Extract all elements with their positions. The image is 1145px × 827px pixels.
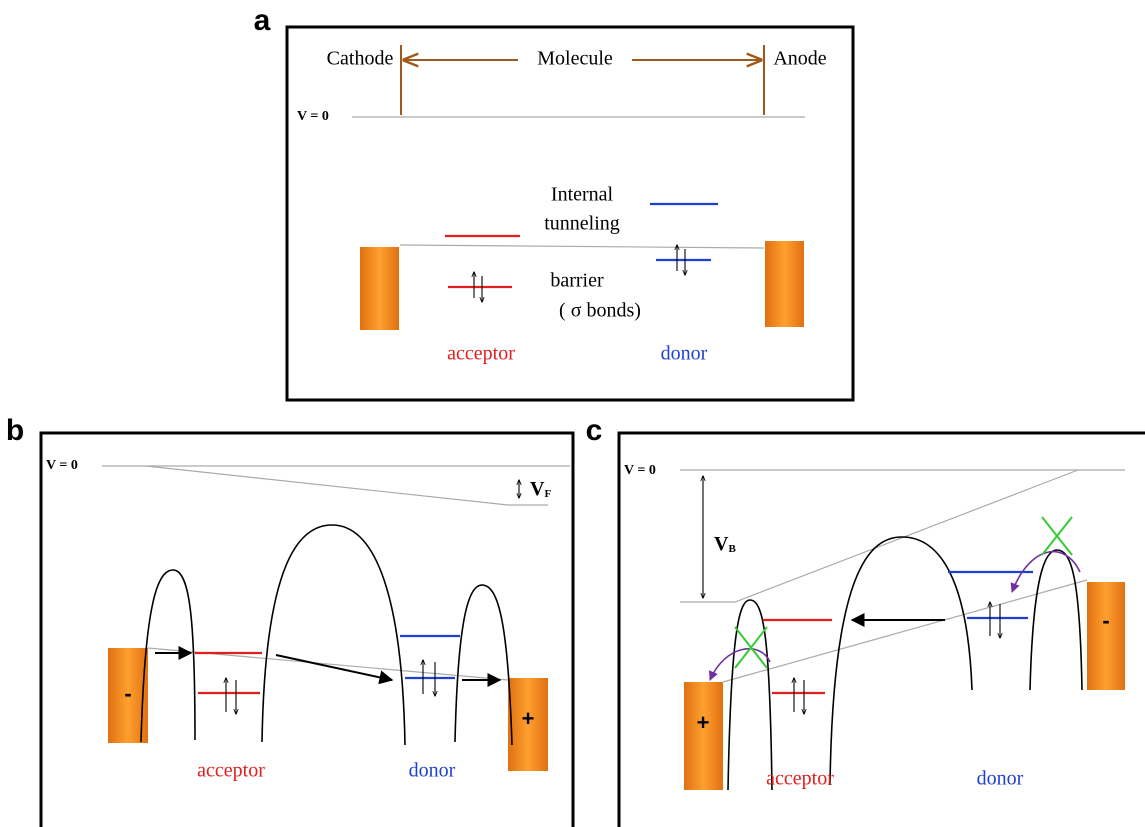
fermi-level — [400, 245, 764, 248]
panel-a: a Cathode Molecule Anode V = 0 Internal … — [254, 4, 853, 400]
vb-label: VB — [714, 533, 736, 555]
vf-label: VF — [530, 478, 551, 500]
figure: a Cathode Molecule Anode V = 0 Internal … — [0, 0, 1145, 827]
blocked-transfer — [1012, 552, 1080, 592]
panel-b: b V = 0 VF - + acceptor donor — [6, 414, 573, 827]
label: tunneling — [544, 213, 620, 235]
acceptor-label: acceptor — [766, 768, 834, 790]
barrier — [455, 585, 512, 745]
barrier — [830, 537, 972, 785]
cross — [735, 627, 767, 668]
molecule-label: Molecule — [537, 48, 613, 70]
v0-label: V = 0 — [46, 458, 78, 473]
donor-label: donor — [977, 768, 1024, 790]
acceptor-label: acceptor — [197, 760, 265, 782]
electrode — [360, 247, 399, 330]
acceptor-label: acceptor — [447, 343, 515, 365]
donor-label: donor — [661, 343, 708, 365]
panel-label: b — [6, 414, 24, 447]
electrode — [684, 682, 723, 790]
panel-frame — [41, 433, 573, 827]
panel-c: c V = 0 VB + - acceptor donor — [586, 414, 1145, 827]
anode-label: Anode — [773, 48, 826, 70]
barrier — [1030, 550, 1082, 690]
electrode — [1087, 582, 1125, 690]
label: barrier — [550, 270, 604, 292]
v0-label: V = 0 — [624, 463, 656, 478]
arrow — [276, 655, 392, 680]
biased-level — [146, 466, 548, 505]
biased-level — [680, 470, 1078, 602]
label: ( σ bonds) — [559, 300, 641, 322]
label: Internal — [551, 184, 614, 206]
cathode-label: Cathode — [327, 48, 394, 70]
v0-label: V = 0 — [297, 109, 329, 124]
sign: + — [697, 710, 710, 735]
panel-label: a — [254, 4, 271, 37]
panel-label: c — [586, 414, 603, 447]
electrode — [765, 241, 804, 327]
blocked-transfer — [710, 649, 770, 680]
donor-label: donor — [409, 760, 456, 782]
barrier — [262, 525, 405, 745]
sign: - — [124, 681, 131, 706]
barrier — [141, 570, 195, 742]
sign: - — [1102, 608, 1109, 633]
sign: + — [522, 706, 535, 731]
